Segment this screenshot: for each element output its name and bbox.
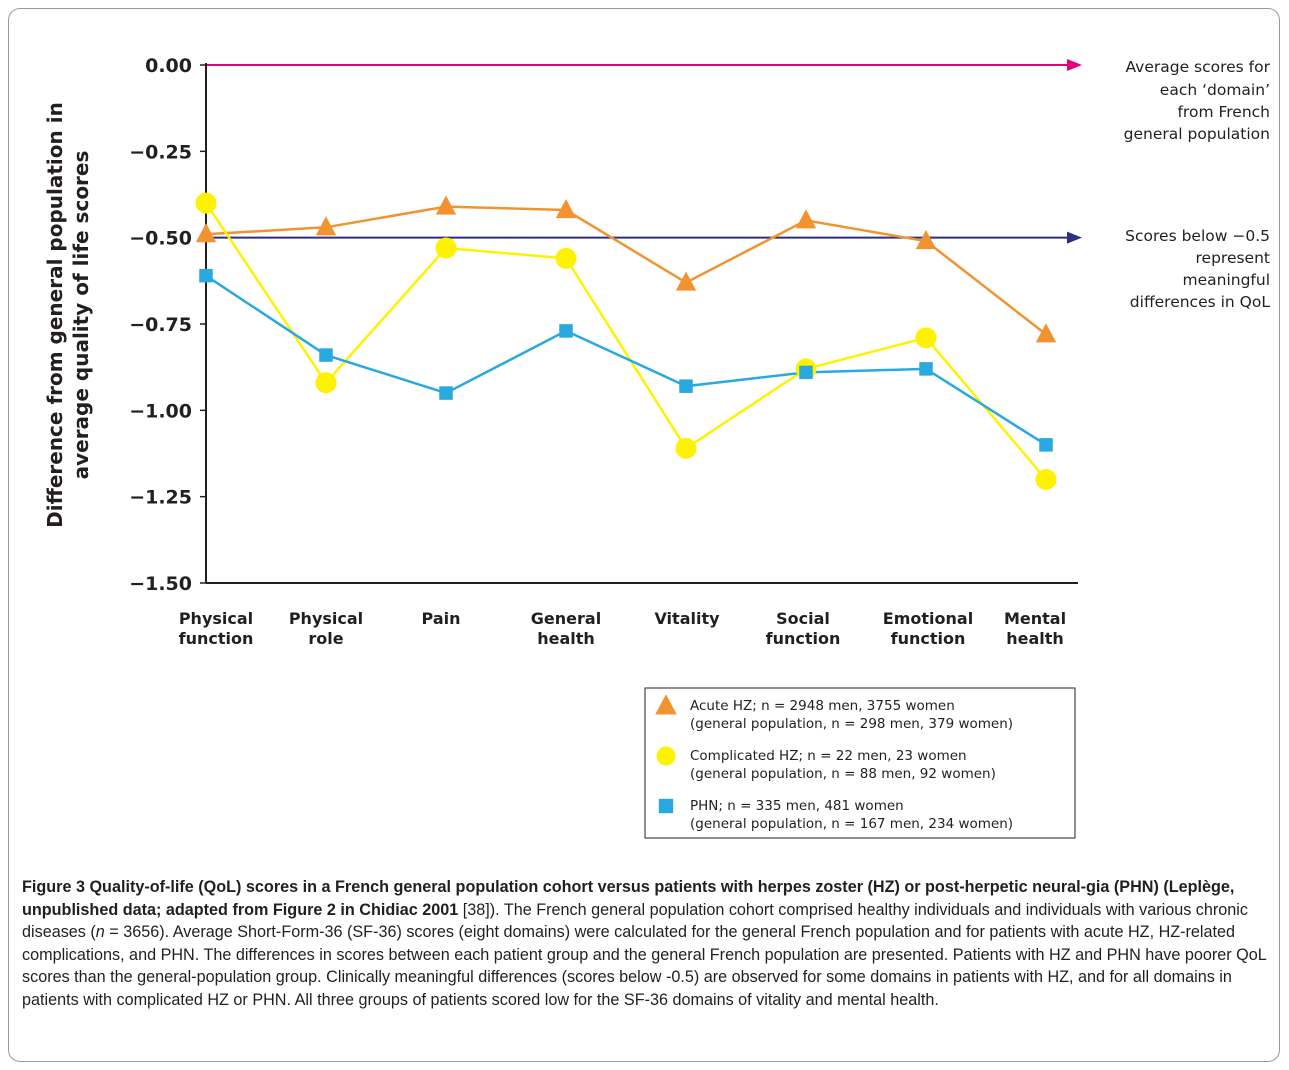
series-line-phn: [205, 274, 1047, 446]
legend-entry-line-1: Complicated HZ; n = 22 men, 23 women: [690, 748, 967, 764]
x-category-label: General: [531, 609, 601, 628]
y-tick-label: −1.50: [129, 573, 192, 595]
data-point-acute: [675, 271, 697, 291]
x-category-label: Physical: [289, 609, 363, 628]
legend-marker-square: [658, 798, 674, 814]
y-tick-label: −0.50: [129, 228, 192, 250]
data-point-phn: [799, 365, 813, 380]
data-point-phn: [679, 379, 693, 393]
legend-entry-line-1: Acute HZ; n = 2948 men, 3755 women: [690, 698, 955, 714]
caption-ref: [38]: [462, 900, 490, 919]
reference-label-1-line-1: represent: [1196, 249, 1271, 267]
legend: Acute HZ; n = 2948 men, 3755 women (gener…: [644, 687, 1076, 839]
data-point-acute: [915, 230, 937, 250]
caption-n-italic: n: [95, 923, 105, 942]
y-tick-label: −1.25: [129, 487, 192, 509]
x-category-label: function: [766, 629, 841, 648]
legend-marker-circle: [656, 746, 676, 766]
reference-label-0-line-0: Average scores for: [1125, 58, 1270, 76]
y-tick-label: −0.25: [129, 141, 192, 163]
legend-box: [644, 687, 1076, 839]
data-point-acute: [555, 198, 577, 219]
legend-marker-triangle: [655, 694, 677, 715]
x-category-label: role: [308, 629, 343, 648]
reference-label-0-line-1: each ‘domain’: [1160, 81, 1270, 99]
y-axis-label-line-0: Difference from general population in: [43, 102, 67, 528]
x-category-label: Vitality: [654, 609, 720, 628]
x-category-label: Pain: [422, 609, 461, 628]
reference-label-1-line-2: meaningful: [1182, 271, 1270, 289]
legend-entry-line-1: PHN; n = 335 men, 481 women: [690, 798, 904, 814]
data-point-acute: [435, 195, 457, 215]
reference-label-1-line-0: Scores below −0.5: [1125, 227, 1270, 245]
caption-label: Figure 3: [22, 878, 85, 896]
legend-entry-line-2: (general population, n = 88 men, 92 wome…: [690, 766, 996, 782]
data-point-complicated: [315, 372, 337, 394]
x-category-label: Physical: [179, 609, 253, 628]
y-tick-label: −0.75: [129, 314, 192, 336]
reference-arrow-1: [1067, 231, 1082, 244]
data-point-acute: [195, 223, 217, 243]
data-point-complicated: [915, 327, 937, 349]
caption-text-1: ). The French general population cohort …: [22, 900, 1248, 942]
x-category-label: function: [179, 629, 254, 648]
y-axis-label: Difference from general population in ave…: [43, 102, 93, 528]
data-point-complicated: [1035, 468, 1057, 490]
data-point-phn: [439, 386, 453, 400]
data-point-phn: [319, 348, 333, 362]
data-point-phn: [919, 362, 933, 376]
data-point-phn: [199, 268, 213, 283]
data-point-complicated: [675, 437, 697, 459]
data-point-phn: [559, 324, 573, 338]
data-point-complicated: [555, 247, 577, 269]
figure-caption: Figure 3 Quality-of-life (QoL) scores in…: [22, 876, 1272, 1012]
x-category-label: Emotional: [883, 609, 973, 628]
reference-lines: Average scores for each ‘domain’ from Fren…: [206, 58, 1271, 311]
y-tick-label: −1.00: [129, 400, 192, 422]
legend-entry-line-2: (general population, n = 298 men, 379 wo…: [690, 716, 1013, 732]
reference-label-0-line-2: from French: [1177, 103, 1270, 121]
x-category-label: Mental: [1004, 609, 1066, 628]
data-point-acute: [1035, 323, 1057, 343]
x-category-label: health: [1006, 629, 1064, 648]
y-tick-label: 0.00: [145, 55, 192, 77]
data-point-complicated: [435, 237, 457, 259]
figure-frame: [8, 8, 1280, 1062]
reference-label-0-line-3: general population: [1124, 125, 1270, 143]
caption-title: Quality-of-life (QoL) scores in a French…: [22, 878, 1235, 919]
axes: 0.00 −0.25 −0.50 −0.75 −1.00 −1.25 −1.50: [129, 55, 1078, 595]
series-line-acute: [205, 205, 1047, 336]
data-point-phn: [1039, 438, 1053, 452]
reference-arrow-0: [1067, 59, 1082, 71]
data-point-acute: [795, 209, 817, 229]
legend-entry-line-2: (general population, n = 167 men, 234 wo…: [690, 816, 1013, 832]
x-category-label: health: [537, 629, 595, 648]
caption-text-2: = 3656). Average Short-Form-36 (SF-36) s…: [22, 923, 1267, 1009]
data-point-acute: [315, 216, 337, 236]
x-category-label: Social: [776, 609, 830, 628]
data-series: [195, 192, 1057, 490]
x-category-label: function: [891, 629, 966, 648]
data-point-complicated: [195, 192, 217, 214]
reference-label-1-line-3: differences in QoL: [1130, 293, 1271, 311]
chart: Average scores for each ‘domain’ from Fren…: [43, 55, 1271, 839]
y-axis-label-line-1: average quality of life scores: [69, 151, 93, 480]
